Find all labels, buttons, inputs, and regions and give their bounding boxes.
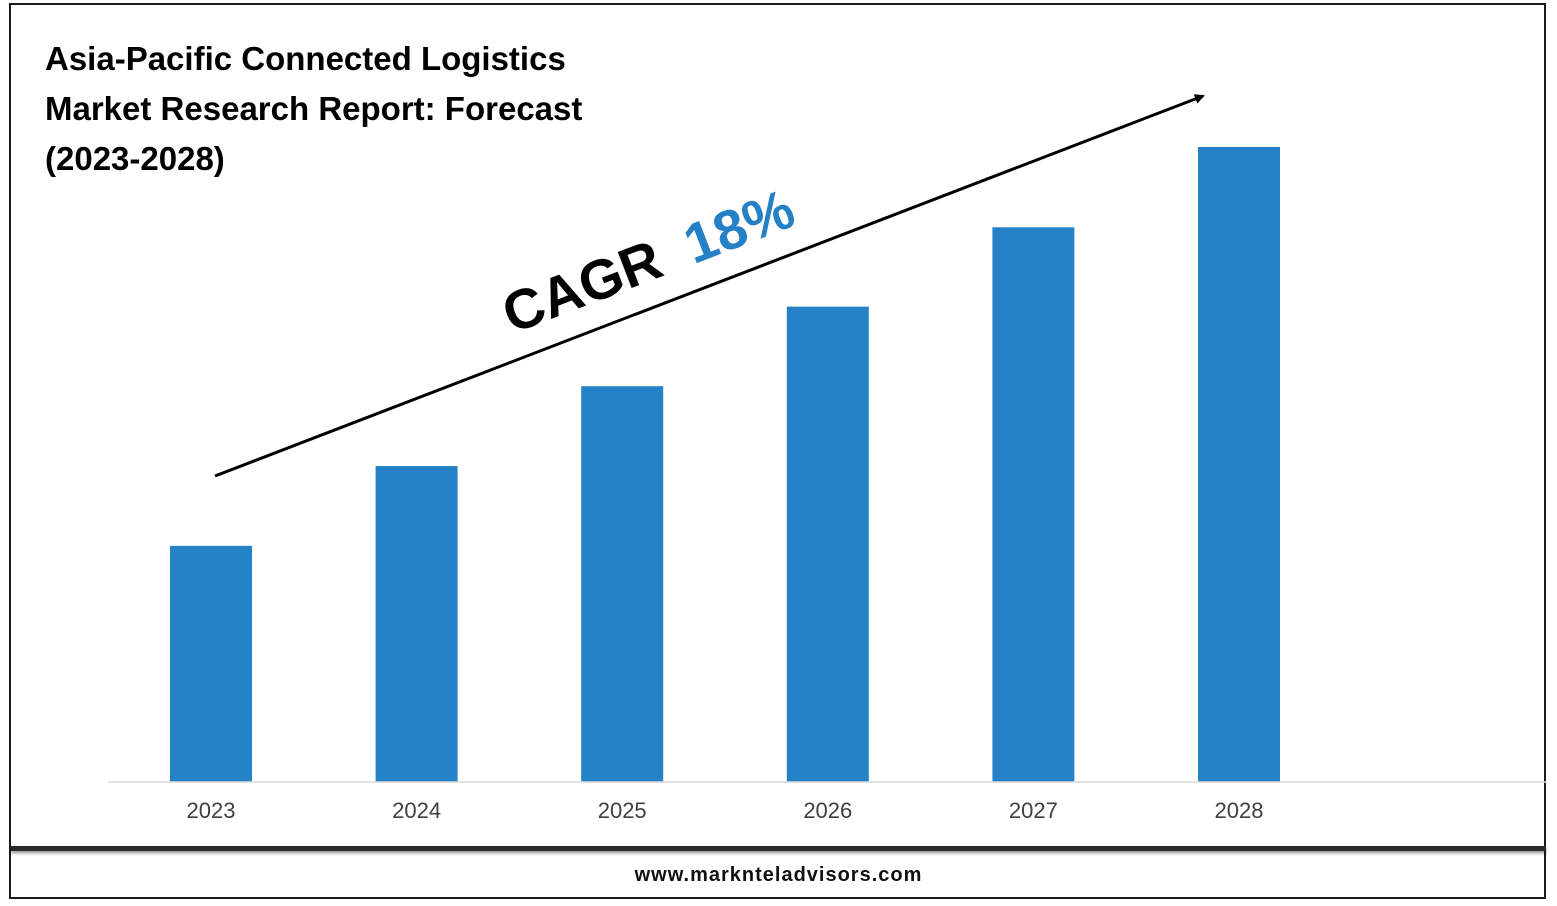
chart-title: Asia-Pacific Connected Logistics Market … [45, 34, 685, 184]
bar-2026 [786, 306, 869, 782]
chart-frame [9, 3, 1546, 899]
cagr-label: CAGR [494, 227, 671, 345]
footer-website: www.marknteladvisors.com [634, 864, 923, 886]
bar-2027 [992, 227, 1075, 783]
cagr-arrow [214, 94, 1205, 478]
x-tick-label-2027: 2027 [1009, 798, 1058, 823]
bars-group [170, 147, 1280, 783]
x-tick-label-2028: 2028 [1215, 798, 1264, 823]
x-tick-label-2024: 2024 [392, 798, 441, 823]
x-tick-labels: 2023 2024 2025 2026 2027 2028 [187, 798, 1264, 823]
bar-2024 [375, 466, 458, 782]
cagr-value: 18% [675, 177, 802, 276]
x-tick-label-2026: 2026 [803, 798, 852, 823]
bar-2025 [581, 386, 664, 782]
bar-2023 [170, 545, 252, 782]
svg-text:CAGR 18%: CAGR 18% [494, 177, 803, 346]
cagr-annotation: CAGR 18% [494, 177, 803, 346]
bar-2028 [1198, 147, 1280, 782]
x-tick-label-2025: 2025 [598, 798, 647, 823]
title-line-3: (2023-2028) [45, 140, 225, 177]
footer-divider [11, 846, 1546, 851]
title-line-2: Market Research Report: Forecast [45, 90, 583, 127]
title-line-1: Asia-Pacific Connected Logistics [45, 40, 566, 77]
x-tick-label-2023: 2023 [187, 798, 236, 823]
